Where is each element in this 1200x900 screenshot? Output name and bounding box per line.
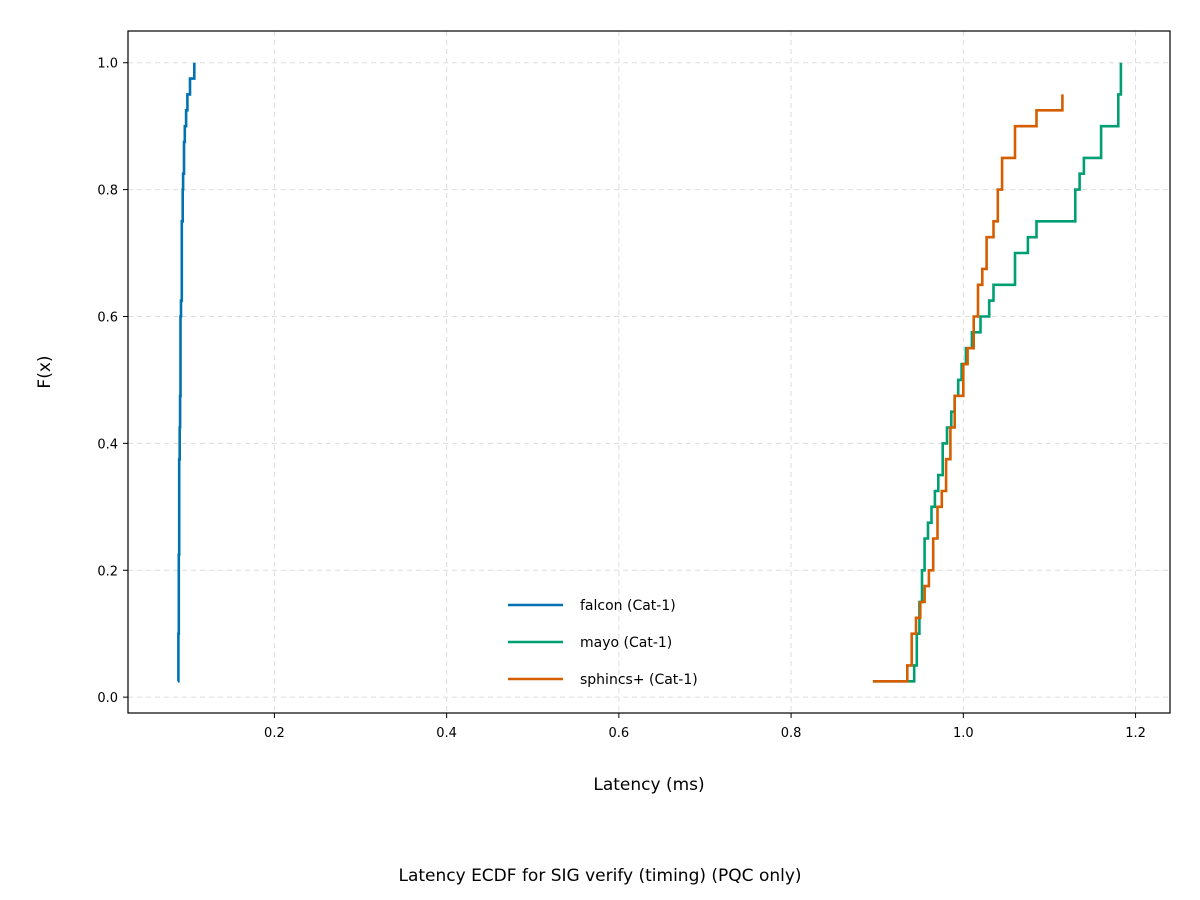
y-tick-label: 0.4 [97,437,118,452]
y-axis-ticks: 0.0 0.2 0.4 0.6 0.8 1.0 [97,57,128,706]
grid-lines [128,31,1170,713]
y-tick-label: 0.6 [97,310,118,325]
y-tick-label: 0.2 [97,564,118,579]
plot-frame [127,30,1171,714]
legend-label-2: sphincs+ (Cat-1) [580,672,698,688]
y-tick-label: 1.0 [97,57,118,72]
x-tick-label: 0.6 [609,726,630,741]
x-tick-label: 0.8 [781,726,802,741]
x-tick-label: 1.2 [1125,726,1146,741]
series-line-2 [872,94,1064,683]
legend: falcon (Cat-1) mayo (Cat-1) sphincs+ (Cat-… [508,598,698,688]
series-line-0 [177,62,196,683]
legend-label-1: mayo (Cat-1) [580,635,672,651]
series-line-1 [872,62,1123,683]
y-tick-label: 0.0 [97,691,118,706]
chart-caption: Latency ECDF for SIG verify (timing) (PQ… [398,866,802,886]
y-axis-label: F(x) [35,355,55,388]
y-tick-label: 0.8 [97,184,118,199]
x-axis-ticks: 0.2 0.4 0.6 0.8 1.0 1.2 [264,713,1146,741]
legend-label-0: falcon (Cat-1) [580,598,676,614]
series-layer [177,62,1123,683]
x-tick-label: 0.4 [436,726,457,741]
x-tick-label: 1.0 [953,726,974,741]
x-tick-label: 0.2 [264,726,285,741]
x-axis-label: Latency (ms) [593,775,704,795]
